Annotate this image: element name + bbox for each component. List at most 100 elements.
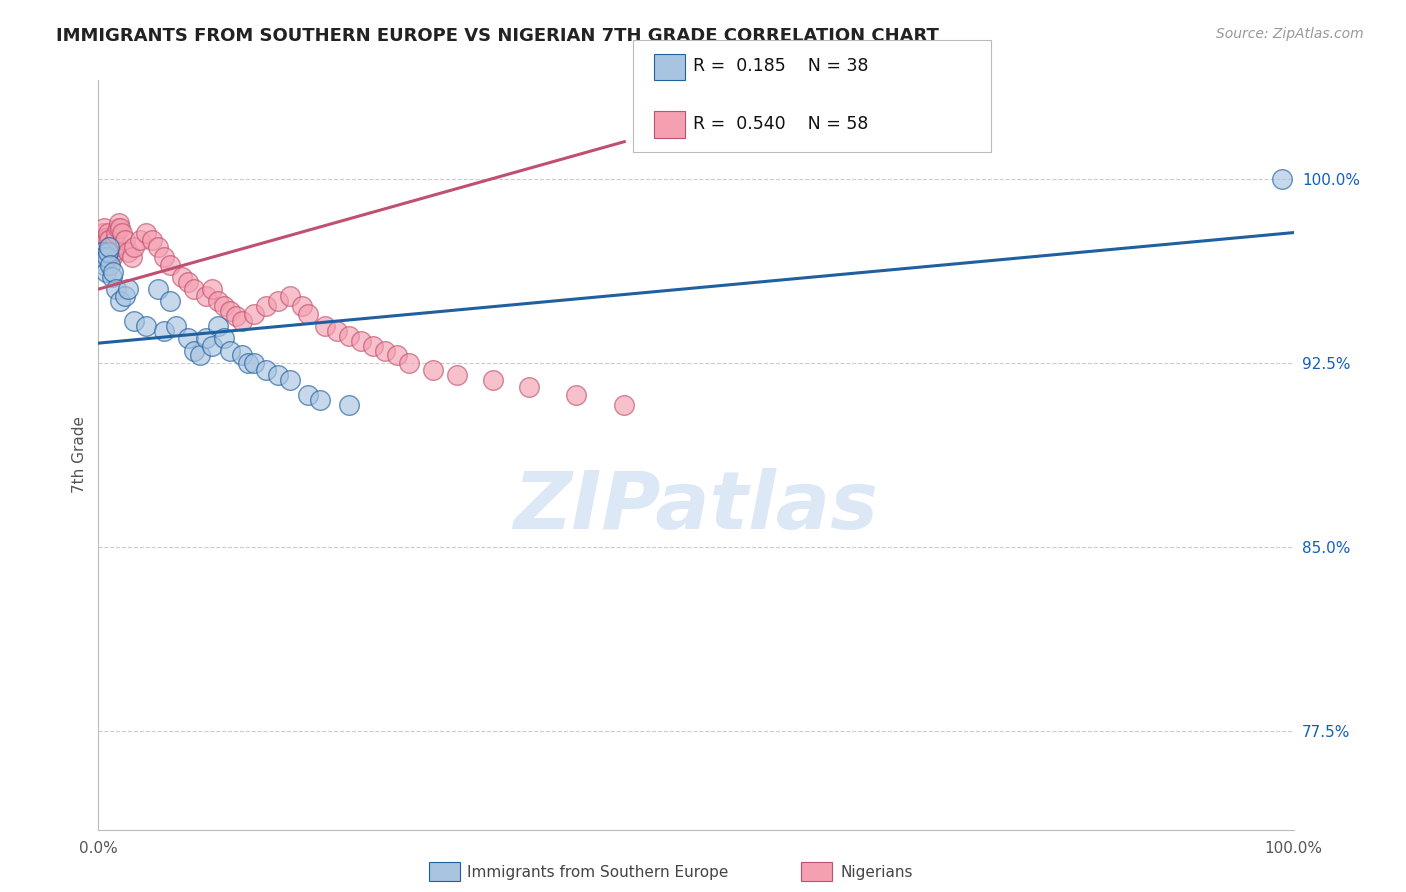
Point — [219, 304, 242, 318]
Point — [104, 233, 127, 247]
Point — [172, 269, 194, 284]
Point — [135, 226, 157, 240]
Point — [91, 233, 114, 247]
Point — [183, 282, 205, 296]
Point — [254, 363, 277, 377]
Point — [117, 282, 139, 296]
Text: IMMIGRANTS FROM SOUTHERN EUROPE VS NIGERIAN 7TH GRADE CORRELATION CHART: IMMIGRANTS FROM SOUTHERN EUROPE VS NIGER… — [56, 27, 939, 45]
Point — [93, 258, 115, 272]
Point — [254, 299, 277, 313]
Point — [326, 324, 349, 338]
Point — [183, 343, 205, 358]
Point — [398, 356, 420, 370]
Point — [195, 331, 218, 345]
Point — [94, 230, 117, 244]
Point — [148, 240, 170, 254]
Point — [98, 233, 121, 247]
Point — [565, 388, 588, 402]
Point — [422, 363, 444, 377]
Point — [363, 338, 385, 352]
Point — [141, 233, 163, 247]
Point — [101, 265, 124, 279]
Point — [124, 240, 146, 254]
Y-axis label: 7th Grade: 7th Grade — [72, 417, 87, 493]
Point — [105, 282, 128, 296]
Point — [135, 318, 157, 333]
Point — [297, 307, 319, 321]
Point — [107, 220, 129, 235]
Point — [201, 338, 224, 352]
Point — [108, 220, 131, 235]
Point — [148, 282, 170, 296]
Point — [339, 328, 361, 343]
Text: Nigerians: Nigerians — [841, 865, 914, 880]
Point — [91, 226, 114, 240]
Point — [98, 258, 122, 272]
Point — [446, 368, 468, 382]
Point — [613, 398, 636, 412]
Point — [98, 240, 122, 254]
Point — [153, 250, 176, 264]
Point — [339, 398, 361, 412]
Point — [243, 307, 266, 321]
Point — [114, 233, 136, 247]
Point — [91, 250, 114, 264]
Point — [1271, 171, 1294, 186]
Point — [267, 368, 290, 382]
Point — [153, 324, 176, 338]
Point — [117, 245, 139, 260]
Point — [90, 240, 112, 254]
Point — [124, 314, 146, 328]
Point — [517, 380, 540, 394]
Point — [374, 343, 396, 358]
Point — [100, 269, 122, 284]
Text: Immigrants from Southern Europe: Immigrants from Southern Europe — [467, 865, 728, 880]
Point — [159, 258, 181, 272]
Point — [225, 309, 247, 323]
Point — [350, 334, 373, 348]
Point — [96, 250, 118, 264]
Point — [107, 216, 129, 230]
Text: R =  0.540    N = 58: R = 0.540 N = 58 — [693, 114, 869, 133]
Point — [129, 233, 152, 247]
Point — [188, 348, 211, 362]
Point — [207, 294, 229, 309]
Point — [231, 348, 253, 362]
Point — [308, 392, 330, 407]
Point — [297, 388, 319, 402]
Point — [108, 294, 131, 309]
Point — [231, 314, 253, 328]
Point — [97, 245, 120, 260]
Text: ZIPatlas: ZIPatlas — [513, 468, 879, 547]
Point — [177, 275, 200, 289]
Point — [219, 343, 242, 358]
Point — [278, 373, 301, 387]
Point — [111, 226, 134, 240]
Point — [385, 348, 409, 362]
Point — [212, 331, 235, 345]
Point — [97, 226, 120, 240]
Point — [121, 250, 143, 264]
Point — [103, 240, 125, 254]
Point — [201, 282, 224, 296]
Point — [195, 289, 218, 303]
Point — [96, 233, 118, 247]
Text: Source: ZipAtlas.com: Source: ZipAtlas.com — [1216, 27, 1364, 41]
Point — [165, 318, 187, 333]
Point — [243, 356, 266, 370]
Point — [236, 356, 259, 370]
Point — [315, 318, 337, 333]
Point — [101, 245, 124, 260]
Point — [114, 289, 136, 303]
Point — [481, 373, 505, 387]
Point — [93, 220, 115, 235]
Point — [207, 318, 229, 333]
Point — [94, 265, 117, 279]
Point — [98, 240, 121, 254]
Point — [291, 299, 314, 313]
Point — [278, 289, 301, 303]
Text: R =  0.185    N = 38: R = 0.185 N = 38 — [693, 56, 869, 75]
Point — [100, 250, 122, 264]
Point — [105, 226, 128, 240]
Point — [212, 299, 235, 313]
